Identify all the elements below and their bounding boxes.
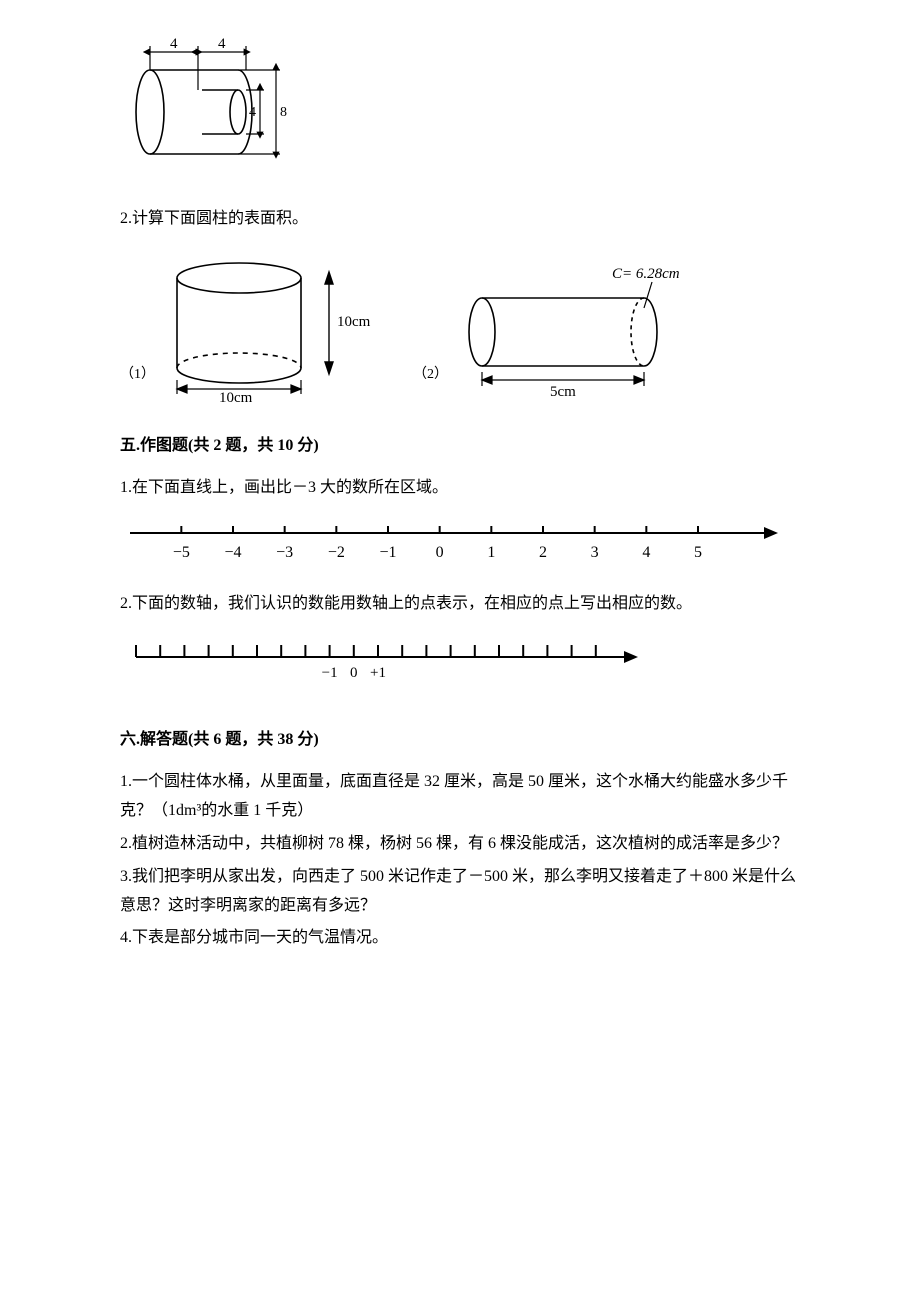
svg-text:1: 1 [487, 544, 495, 561]
svg-text:5: 5 [694, 544, 702, 561]
cyl1-height-label: 10cm [337, 314, 371, 330]
cylinder-2-prefix: （2） [413, 362, 448, 387]
s6-q2: 2.植树造林活动中，共植柳树 78 棵，杨树 56 棵，有 6 棵没能成活，这次… [120, 830, 800, 859]
dim-8-outer: 8 [280, 105, 287, 120]
svg-text:3: 3 [591, 544, 599, 561]
s5-q1: 1.在下面直线上，画出比－3 大的数所在区域。 [120, 474, 800, 503]
numberline-2-svg: 0 +1 −1 [120, 631, 640, 687]
svg-text:0: 0 [436, 544, 444, 561]
svg-text:−1: −1 [322, 665, 338, 681]
svg-text:4: 4 [642, 544, 650, 561]
svg-text:0: 0 [350, 665, 358, 681]
svg-text:2: 2 [539, 544, 547, 561]
svg-text:−5: −5 [173, 544, 190, 561]
cylinder-pair-row: （1） 10cm 1 [120, 254, 800, 404]
section-6-header: 六.解答题(共 6 题，共 38 分) [120, 726, 800, 755]
numberline-1-svg: −5 −4 −3 −2 −1 0 1 2 3 4 5 [120, 515, 780, 567]
nested-cylinders-svg: 4 4 4 8 [120, 32, 300, 182]
dim-4-left: 4 [170, 36, 178, 52]
numberline-2-figure: 0 +1 −1 [120, 631, 800, 698]
dim-4-inner: 4 [249, 105, 256, 120]
nested-cylinders-figure: 4 4 4 8 [120, 32, 800, 193]
s5-q2: 2.下面的数轴，我们认识的数能用数轴上的点表示，在相应的点上写出相应的数。 [120, 590, 800, 619]
cyl1-diameter-label: 10cm [219, 390, 253, 404]
q-surface-area-intro: 2.计算下面圆柱的表面积。 [120, 205, 800, 234]
svg-text:−1: −1 [379, 544, 396, 561]
section-6-questions: 1.一个圆柱体水桶，从里面量，底面直径是 32 厘米，高是 50 厘米，这个水桶… [120, 768, 800, 953]
cylinder-2-wrap: （2） C= 6.28cm 5cm [413, 264, 722, 404]
s6-q3: 3.我们把李明从家出发，向西走了 500 米记作走了－500 米，那么李明又接着… [120, 863, 800, 921]
svg-text:−2: −2 [328, 544, 345, 561]
s6-q4: 4.下表是部分城市同一天的气温情况。 [120, 924, 800, 953]
cylinder-1-wrap: （1） 10cm 1 [120, 254, 389, 404]
svg-text:−4: −4 [224, 544, 241, 561]
cyl2-length-label: 5cm [550, 384, 576, 400]
cyl2-c-label: C= 6.28cm [612, 266, 680, 282]
cylinder-2-svg: C= 6.28cm 5cm [452, 264, 722, 404]
dim-4-right: 4 [218, 36, 226, 52]
cylinder-1-prefix: （1） [120, 362, 155, 387]
svg-text:−3: −3 [276, 544, 293, 561]
cylinder-1-svg: 10cm 10cm [159, 254, 389, 404]
section-5-header: 五.作图题(共 2 题，共 10 分) [120, 432, 800, 461]
numberline-1-figure: −5 −4 −3 −2 −1 0 1 2 3 4 5 [120, 515, 800, 578]
svg-text:+1: +1 [370, 665, 386, 681]
s6-q1: 1.一个圆柱体水桶，从里面量，底面直径是 32 厘米，高是 50 厘米，这个水桶… [120, 768, 800, 826]
